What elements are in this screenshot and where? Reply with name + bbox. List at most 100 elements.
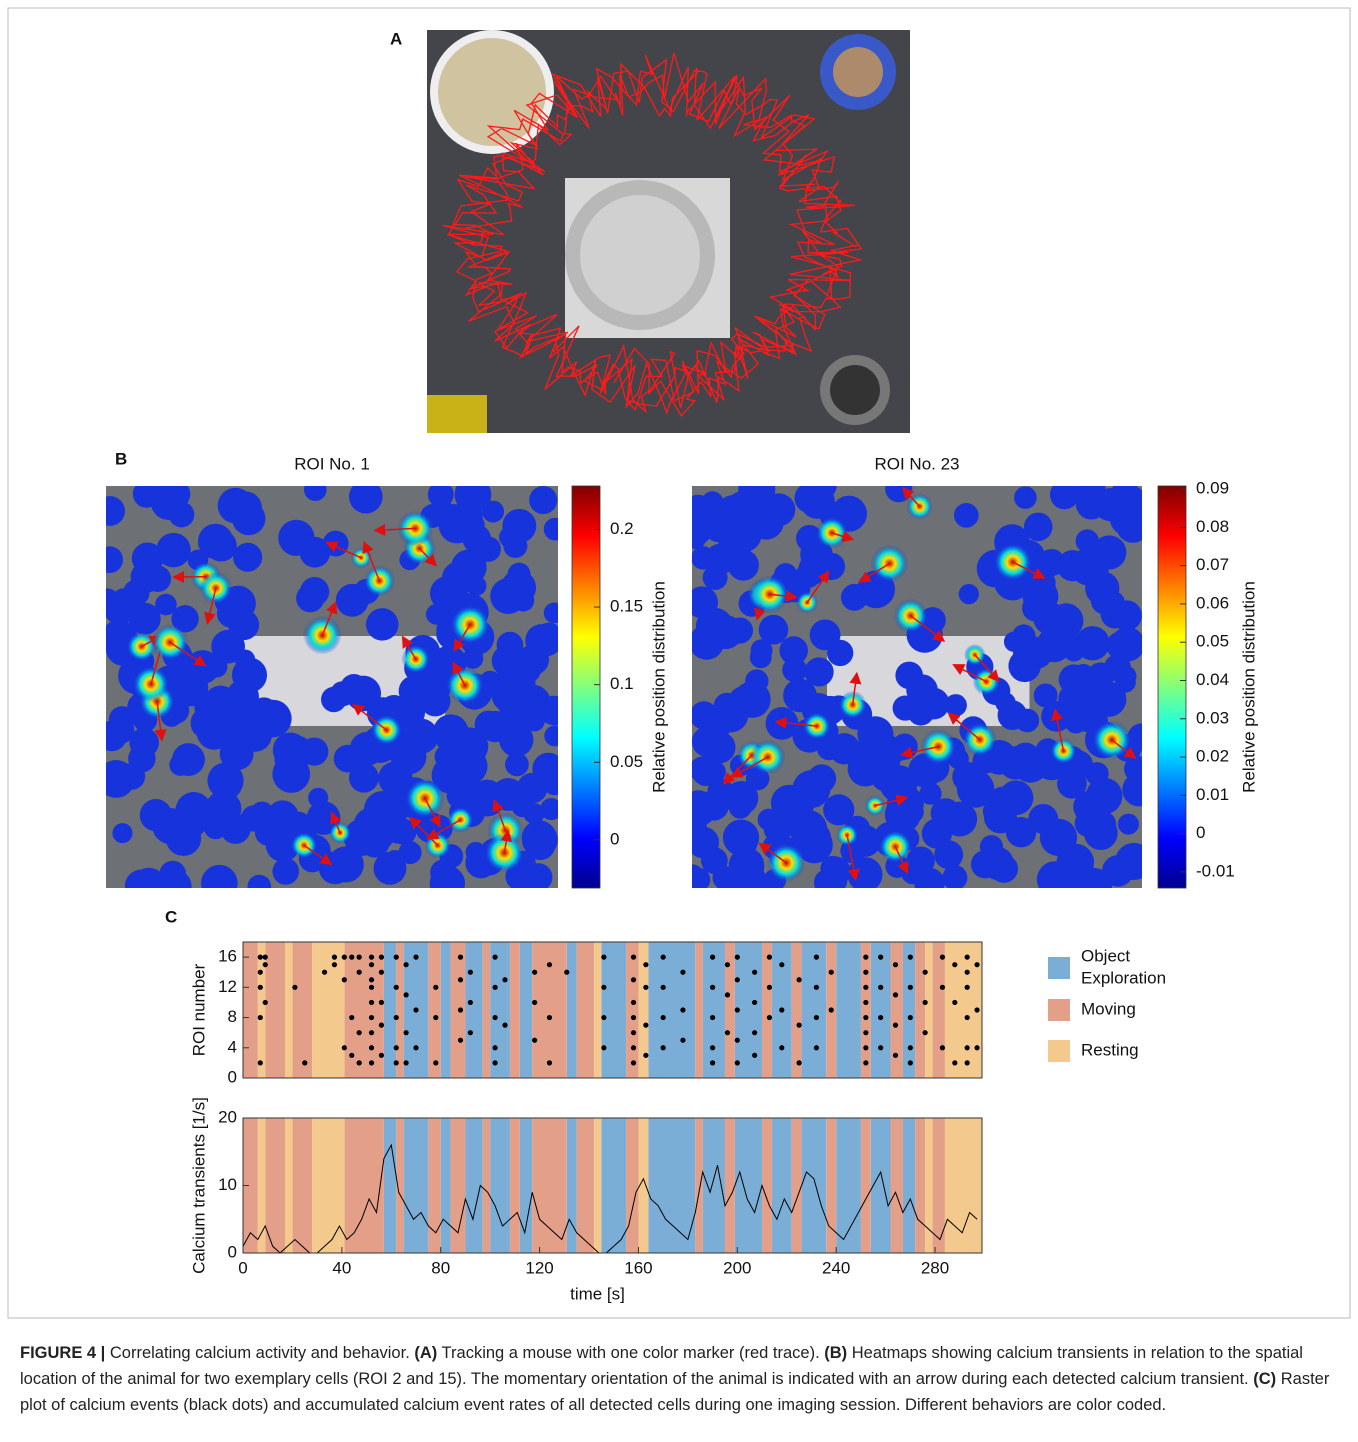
heatmap-blob (398, 699, 425, 726)
legend-label: Resting (1081, 1040, 1139, 1059)
calcium-event (413, 1007, 418, 1012)
heatmap-blob (729, 520, 761, 552)
behavior-band (490, 1118, 510, 1253)
calcium-event (258, 955, 263, 960)
behavior-band (490, 942, 510, 1078)
behavior-band (384, 1118, 396, 1253)
calcium-event (379, 955, 384, 960)
heatmap-blob (132, 543, 164, 575)
calcium-event (952, 1060, 957, 1065)
calcium-event (779, 1007, 784, 1012)
behavior-band (903, 942, 915, 1078)
heatmap-blob (517, 773, 548, 804)
heatmap-blob (1054, 866, 1081, 893)
calcium-event (814, 1015, 819, 1020)
calcium-event (502, 977, 507, 982)
heatmap-blob (151, 484, 187, 520)
calcium-event (547, 1015, 552, 1020)
heatmap-blob (906, 674, 938, 706)
calcium-event (302, 1060, 307, 1065)
calcium-event (829, 970, 834, 975)
heatmap-hotspot (839, 691, 867, 719)
calcium-event (433, 1060, 438, 1065)
calcium-event (631, 1015, 636, 1020)
calcium-event (394, 955, 399, 960)
behavior-band (861, 1118, 871, 1253)
calcium-event (413, 955, 418, 960)
heatmap-title: ROI No. 1 (294, 454, 370, 473)
calcium-event (332, 962, 337, 967)
calcium-event (631, 1000, 636, 1005)
behavior-band (933, 1118, 945, 1253)
behavior-band (441, 942, 451, 1078)
heatmap-hotspot (152, 624, 189, 661)
calcium-event (878, 1045, 883, 1050)
calcium-event (332, 955, 337, 960)
calcium-event (735, 1038, 740, 1043)
colorbar-tick-label: 0.15 (610, 597, 643, 616)
behavior-band (441, 1118, 451, 1253)
heatmap-blob (692, 726, 723, 757)
colorbar-label: Relative position distribution (649, 581, 668, 793)
y-tick-label: 16 (218, 947, 237, 966)
y-tick-label: 4 (228, 1037, 237, 1056)
calcium-event (643, 962, 648, 967)
calcium-event (631, 1045, 636, 1050)
heatmap-hotspot (291, 832, 318, 859)
heatmap-blob (509, 667, 536, 694)
calcium-event (965, 955, 970, 960)
calcium-event (863, 985, 868, 990)
behavior-band (861, 942, 871, 1078)
colorbar-tick-label: 0.1 (610, 674, 634, 693)
calcium-event (863, 955, 868, 960)
heatmap-blob (304, 478, 327, 501)
heatmap-blob (349, 676, 377, 704)
calcium-event (863, 1000, 868, 1005)
heatmap-blob (535, 626, 556, 647)
heatmap-blob (502, 509, 536, 543)
heatmap-blob (723, 819, 759, 855)
calcium-event (814, 955, 819, 960)
behavior-band (567, 942, 577, 1078)
legend-label: Exploration (1081, 968, 1166, 987)
caption-label: (B) (824, 1344, 847, 1362)
calcium-event (532, 1038, 537, 1043)
behavior-band (428, 942, 440, 1078)
calcium-event (965, 985, 970, 990)
calcium-event (863, 1015, 868, 1020)
heatmap-blob (812, 474, 837, 499)
calcium-event (458, 1038, 463, 1043)
y-tick-label: 12 (218, 977, 237, 996)
heatmap-blob (183, 682, 208, 707)
calcium-event (908, 1015, 913, 1020)
calcium-event (725, 992, 730, 997)
heatmap-blob (272, 858, 299, 885)
heatmap-blob (544, 518, 567, 541)
heatmap-blob (360, 828, 389, 857)
calcium-event (547, 1060, 552, 1065)
heatmap (678, 470, 1156, 904)
behavior-band (344, 942, 384, 1078)
y-tick-label: 10 (218, 1175, 237, 1194)
calcium-event (433, 985, 438, 990)
heatmap-blob (96, 546, 123, 573)
calcium-event (369, 1015, 374, 1020)
calcium-event (710, 1015, 715, 1020)
calcium-event (631, 1060, 636, 1065)
heatmap-hotspot (963, 723, 997, 757)
heatmap-blob (771, 785, 808, 822)
heatmap-blob (428, 481, 454, 507)
calcium-event (893, 1053, 898, 1058)
calcium-event (974, 962, 979, 967)
calcium-event (893, 992, 898, 997)
behavior-band (601, 942, 626, 1078)
behavior-band (933, 942, 945, 1078)
calcium-event (357, 955, 362, 960)
colorbar-label: Relative position distribution (1239, 581, 1258, 793)
calcium-event (394, 1045, 399, 1050)
calcium-event (974, 1045, 979, 1050)
x-tick-label: 280 (921, 1258, 949, 1277)
behavior-band (567, 1118, 577, 1253)
heatmap-blob (385, 850, 405, 870)
heatmap-blob (1008, 650, 1040, 682)
